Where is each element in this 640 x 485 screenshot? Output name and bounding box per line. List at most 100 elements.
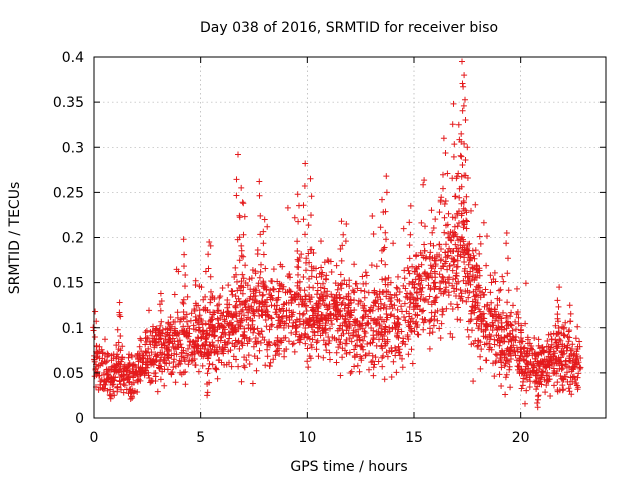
data-point xyxy=(335,344,342,351)
data-point xyxy=(450,100,457,107)
data-point xyxy=(286,338,292,345)
data-point xyxy=(307,355,314,362)
data-point xyxy=(206,239,213,245)
data-point xyxy=(536,366,542,373)
data-point xyxy=(474,315,481,321)
data-point xyxy=(174,309,181,316)
data-point xyxy=(114,326,121,333)
data-point xyxy=(456,194,463,201)
data-point xyxy=(340,295,347,302)
data-point xyxy=(576,338,583,345)
data-point xyxy=(427,262,434,269)
data-point xyxy=(302,160,309,167)
data-point xyxy=(323,347,330,354)
data-point xyxy=(411,281,418,288)
data-point xyxy=(170,364,177,371)
data-point xyxy=(303,302,310,309)
data-point xyxy=(225,348,232,355)
data-point xyxy=(533,386,540,393)
data-point xyxy=(553,355,560,362)
data-point xyxy=(388,374,395,380)
data-point xyxy=(352,342,359,349)
data-point xyxy=(353,280,360,287)
data-point xyxy=(192,282,199,288)
data-point xyxy=(560,386,567,393)
data-point xyxy=(306,275,312,282)
data-point xyxy=(404,264,411,271)
data-point xyxy=(236,345,243,352)
data-point xyxy=(306,292,313,298)
data-point xyxy=(460,238,467,245)
data-point xyxy=(416,306,423,313)
data-point xyxy=(476,233,483,240)
data-point xyxy=(545,378,552,385)
data-point xyxy=(226,301,233,308)
data-point xyxy=(182,368,189,375)
data-point xyxy=(368,359,375,366)
data-point xyxy=(551,350,558,357)
data-point xyxy=(500,278,507,285)
data-point xyxy=(473,266,480,273)
data-point xyxy=(203,336,209,343)
data-point xyxy=(434,253,440,260)
data-point xyxy=(274,324,281,331)
data-point xyxy=(157,376,164,383)
data-point xyxy=(143,327,150,334)
data-point xyxy=(431,257,438,264)
data-point xyxy=(497,314,503,320)
data-point xyxy=(457,152,464,159)
x-tick-label: 0 xyxy=(90,430,99,446)
data-point xyxy=(233,192,240,199)
data-point xyxy=(371,361,378,368)
data-point xyxy=(369,213,376,219)
data-point xyxy=(559,343,566,350)
data-point xyxy=(393,284,400,291)
data-point xyxy=(116,309,123,316)
data-point xyxy=(209,293,216,299)
data-point xyxy=(359,314,366,321)
data-point xyxy=(477,365,484,372)
data-point xyxy=(246,338,252,344)
data-point xyxy=(256,192,263,199)
data-point xyxy=(515,320,522,327)
data-point xyxy=(548,359,555,366)
data-point xyxy=(462,265,468,272)
data-point xyxy=(196,283,203,290)
data-point xyxy=(393,369,400,376)
data-point xyxy=(239,290,246,297)
data-point xyxy=(99,360,106,367)
data-point xyxy=(182,283,188,290)
data-point xyxy=(373,331,380,338)
data-point xyxy=(376,336,382,343)
data-point xyxy=(463,298,470,305)
data-point xyxy=(348,368,355,375)
data-point xyxy=(262,317,269,323)
data-point xyxy=(258,311,265,318)
data-point xyxy=(493,358,500,365)
data-point xyxy=(508,344,515,351)
data-point xyxy=(188,310,195,317)
data-point xyxy=(526,384,533,390)
data-point xyxy=(366,366,372,373)
data-point xyxy=(364,341,371,347)
data-point xyxy=(454,316,461,323)
data-point xyxy=(466,255,473,262)
data-point xyxy=(180,300,187,307)
data-point xyxy=(478,346,485,353)
data-point xyxy=(165,348,172,355)
data-point xyxy=(455,304,461,311)
data-point xyxy=(351,354,358,361)
data-point xyxy=(465,294,472,301)
data-point xyxy=(294,248,301,254)
data-point xyxy=(147,328,154,335)
data-point xyxy=(214,302,221,309)
data-point xyxy=(320,354,327,361)
data-point xyxy=(296,254,303,261)
data-point xyxy=(566,334,573,341)
data-point xyxy=(505,287,512,294)
data-point xyxy=(152,326,159,333)
data-point xyxy=(368,304,374,311)
data-point xyxy=(515,314,522,321)
data-point xyxy=(484,323,491,329)
data-point xyxy=(387,312,394,319)
